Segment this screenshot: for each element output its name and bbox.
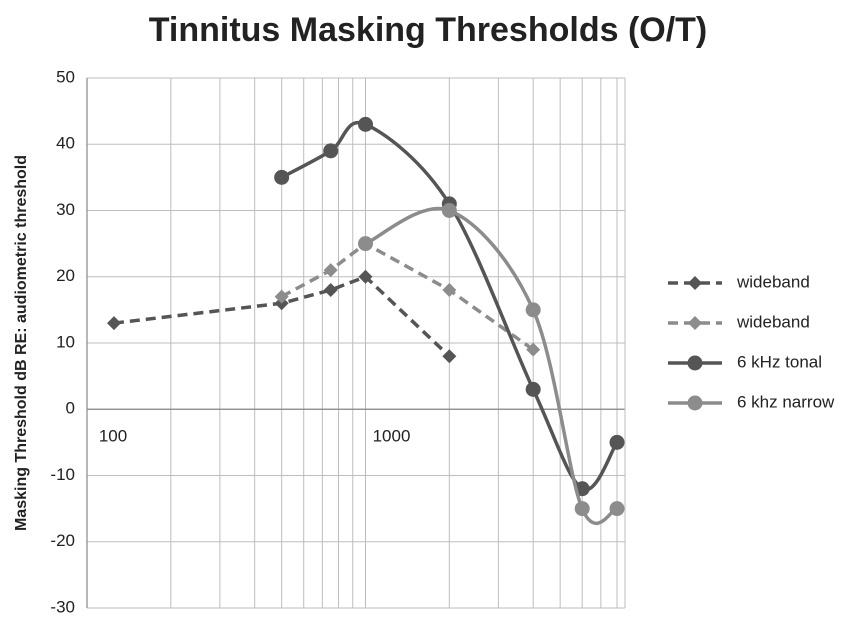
marker [525, 302, 541, 318]
y-tick-label: 50 [56, 67, 75, 86]
marker [442, 349, 457, 364]
y-tick-label: 10 [56, 332, 75, 351]
marker [358, 116, 373, 132]
legend-marker [688, 316, 702, 330]
legend-marker [687, 395, 703, 411]
legend-marker [687, 355, 703, 371]
marker [323, 283, 338, 297]
y-axis-label: Masking Threshold dB RE: audiometric thr… [13, 155, 30, 531]
marker [441, 203, 457, 218]
marker [106, 316, 121, 331]
marker [274, 169, 290, 185]
marker [574, 501, 590, 517]
y-tick-label: -30 [50, 597, 75, 616]
marker [609, 501, 625, 517]
marker [358, 269, 373, 284]
y-tick-label: 20 [56, 266, 75, 285]
marker [323, 143, 339, 159]
y-tick-label: 40 [56, 134, 75, 153]
chart-title: Tinnitus Masking Thresholds (O/T) [149, 11, 708, 49]
marker [525, 381, 541, 397]
y-tick-label: 0 [66, 399, 75, 418]
legend-label: wideband [736, 312, 810, 331]
marker [358, 236, 373, 252]
series-line [364, 206, 618, 526]
marker [526, 342, 541, 357]
x-tick-label: 100 [99, 427, 127, 446]
marker [323, 263, 338, 278]
marker [274, 289, 289, 304]
marker [609, 434, 625, 450]
legend-label: 6 khz narrow [737, 392, 835, 411]
x-tick-label: 1000 [373, 427, 411, 446]
y-tick-label: -20 [50, 531, 75, 550]
y-tick-label: -10 [50, 465, 75, 484]
legend-label: wideband [736, 272, 810, 291]
legend-marker [688, 276, 702, 290]
legend-label: 6 kHz tonal [737, 352, 822, 371]
series-line [113, 274, 451, 358]
y-tick-label: 30 [56, 200, 75, 219]
marker [442, 283, 457, 297]
